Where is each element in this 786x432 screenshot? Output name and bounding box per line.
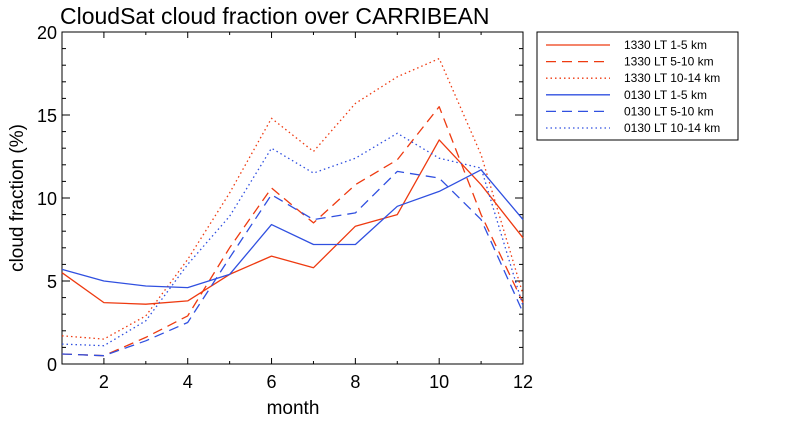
series-line-3 — [61, 57, 524, 340]
x-tick-label: 12 — [513, 372, 533, 392]
legend-label: 0130 LT 10-14 km — [624, 121, 720, 135]
legend-label: 1330 LT 1-5 km — [624, 38, 707, 52]
x-tick-label: 10 — [429, 372, 449, 392]
legend-label: 0130 LT 1-5 km — [624, 88, 707, 102]
x-tick-label: 4 — [183, 372, 193, 392]
legend-label: 1330 LT 5-10 km — [624, 55, 714, 69]
series-line-1 — [61, 139, 524, 305]
y-axis: 0 5 10 15 20 — [37, 23, 523, 375]
y-axis-label: cloud fraction (%) — [7, 124, 28, 272]
x-axis: 2 4 6 8 10 12 — [61, 32, 533, 392]
y-tick-label: 0 — [47, 355, 57, 375]
x-tick-label: 8 — [350, 372, 360, 392]
series-line-2 — [61, 106, 524, 357]
series-lines — [61, 57, 524, 357]
series-line-5 — [61, 170, 524, 357]
y-tick-label: 15 — [37, 106, 57, 126]
y-tick-label: 20 — [37, 23, 57, 43]
plot-frame — [61, 31, 524, 365]
x-axis-label: month — [267, 398, 320, 419]
legend-label: 1330 LT 10-14 km — [624, 71, 720, 85]
chart-title: CloudSat cloud fraction over CARRIBEAN — [60, 3, 490, 29]
series-line-6 — [61, 132, 524, 347]
x-tick-label: 6 — [267, 372, 277, 392]
legend-box — [536, 31, 739, 141]
x-tick-label: 2 — [99, 372, 109, 392]
y-tick-label: 10 — [37, 189, 57, 209]
series-line-4 — [61, 169, 524, 289]
legend: 1330 LT 1-5 km 1330 LT 5-10 km 1330 LT 10-… — [536, 31, 739, 141]
y-tick-label: 5 — [47, 272, 57, 292]
legend-label: 0130 LT 5-10 km — [624, 104, 714, 118]
